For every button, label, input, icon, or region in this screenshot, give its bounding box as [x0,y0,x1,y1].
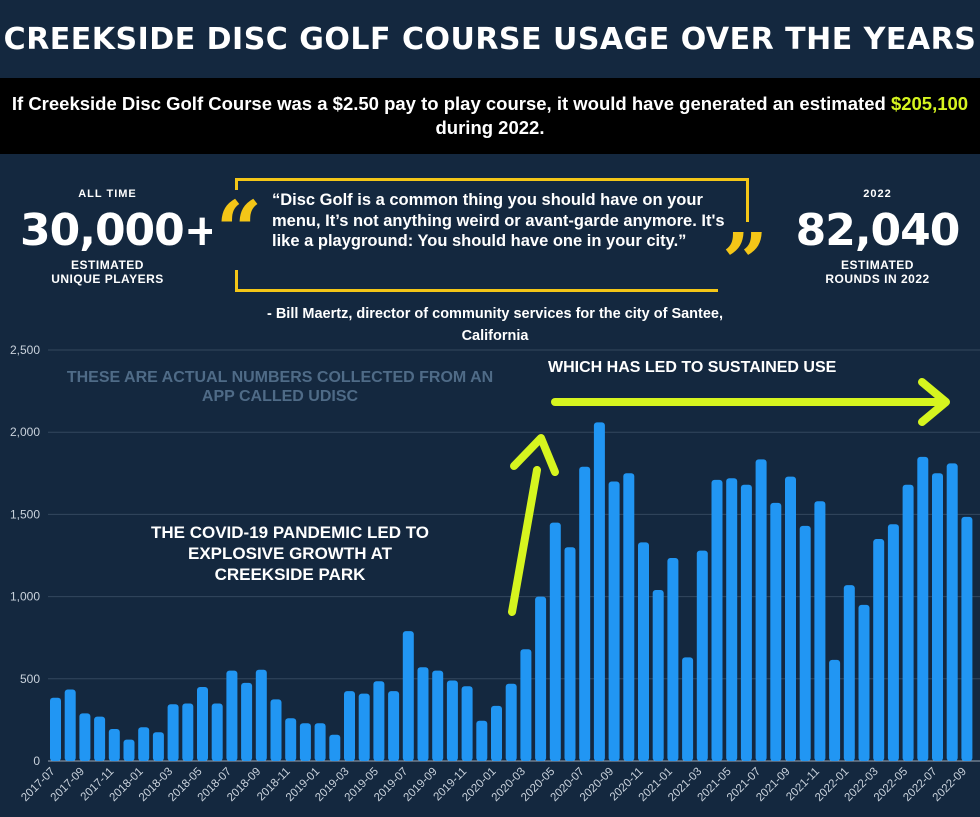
close-quote-icon: ” [718,222,773,302]
bar [961,516,973,761]
bar [843,585,855,761]
bar [785,476,796,761]
bar [461,686,473,761]
bar [608,481,620,761]
bar [123,739,135,761]
bar [167,704,179,761]
bar [564,547,576,761]
growth-arrow-icon [508,466,541,616]
bar [755,459,767,761]
sustained-note: WHICH HAS LED TO SUSTAINED USE [548,359,837,376]
bar [593,422,605,761]
bar [520,649,532,761]
bar [197,687,208,761]
bar [358,693,370,761]
bar [211,703,223,761]
all-time-stat: ALL TIME 30,000+ ESTIMATED UNIQUE PLAYER… [20,188,221,286]
bar [638,542,649,761]
bar [917,456,929,761]
bar [799,525,811,761]
rounds-2022-caption: 2022 [863,188,892,200]
bar [314,723,326,761]
bar [770,502,782,761]
y-tick-label: 2,000 [10,425,40,439]
revenue-banner: If Creekside Disc Golf Course was a $2.5… [0,78,980,154]
bar [108,728,120,761]
bar [579,466,591,761]
bar [388,691,400,761]
bar [505,683,517,761]
quote-attribution: - Bill Maertz, director of community ser… [266,306,724,344]
bar [226,670,238,761]
bar [255,669,267,761]
bar [667,557,679,761]
bar [329,734,341,761]
bar [726,478,738,761]
bar [549,522,561,761]
bar [241,682,253,761]
bar [446,680,458,761]
y-tick-label: 1,500 [10,507,40,521]
banner-text-suffix: during 2022. [435,117,545,138]
bar [50,697,61,761]
open-quote-icon: “ [212,190,267,270]
all-time-value: 30,000+ [20,205,221,256]
bar [344,691,355,761]
bar [932,473,943,761]
rounds-2022-label: ESTIMATED ROUNDS IN 2022 [825,258,930,286]
bar [887,524,899,761]
y-tick-label: 2,500 [10,343,40,357]
y-tick-label: 1,000 [10,590,40,604]
bar [814,501,826,761]
rounds-2022-stat: 2022 82,040 ESTIMATED ROUNDS IN 2022 [790,188,965,286]
bar [946,463,958,761]
banner-text-prefix: If Creekside Disc Golf Course was a $2.5… [11,93,891,114]
bar [696,550,708,761]
bar [138,727,150,761]
bar [79,713,91,761]
bar [64,689,76,761]
source-note: THESE ARE ACTUAL NUMBERS COLLECTED FROM … [66,369,494,405]
covid-note: THE COVID-19 PANDEMIC LED TO EXPLOSIVE G… [150,523,429,584]
bar [491,705,502,761]
bar [829,659,841,761]
bar [476,720,488,761]
all-time-caption: ALL TIME [78,188,137,200]
y-tick-label: 500 [20,672,40,686]
rounds-2022-value: 82,040 [795,205,961,256]
bar [417,667,429,761]
bar [285,718,297,761]
bar [858,604,870,761]
bar [152,732,164,761]
bar [432,670,444,761]
bar [270,699,282,761]
bar [873,539,885,761]
y-tick-label: 0 [33,754,40,768]
bar [182,703,194,761]
bar [94,716,106,761]
bar [623,473,635,761]
all-time-label: ESTIMATED UNIQUE PLAYERS [51,258,164,286]
bar [902,484,914,761]
bar [373,681,385,761]
bar [535,596,547,761]
bar [682,657,694,761]
page-title: CREEKSIDE DISC GOLF COURSE USAGE OVER TH… [3,21,977,57]
bar [652,590,664,761]
bar [711,479,723,761]
bar [299,723,311,761]
bar [402,631,414,761]
quote-text: “Disc Golf is a common thing you should … [272,191,725,250]
banner-amount: $205,100 [890,93,969,114]
growth-arrowhead-icon [510,434,559,476]
bar [740,484,752,761]
sustained-arrowhead-icon [918,378,950,426]
